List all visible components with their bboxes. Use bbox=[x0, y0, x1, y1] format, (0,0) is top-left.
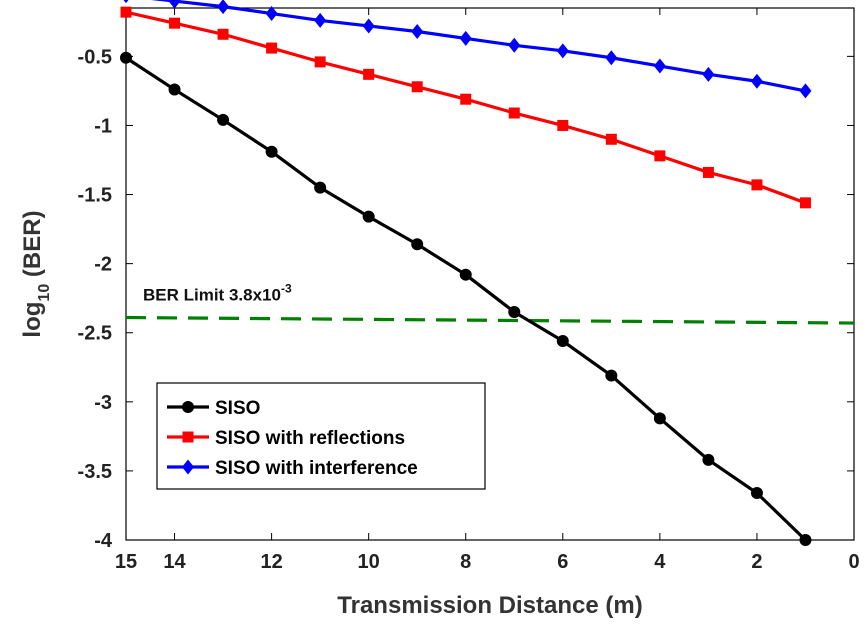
data-point bbox=[266, 42, 278, 54]
legend-box bbox=[156, 382, 486, 490]
data-point bbox=[508, 306, 521, 318]
x-tick-label: 2 bbox=[751, 551, 762, 573]
x-tick-label: 8 bbox=[460, 551, 471, 573]
data-point bbox=[265, 6, 278, 22]
legend-label: SISO with interference bbox=[215, 458, 418, 479]
x-axis-label: Transmission Distance (m) bbox=[337, 592, 642, 619]
y-tick-label: -4 bbox=[94, 530, 113, 552]
legend-item: SISO with interference bbox=[167, 458, 418, 479]
data-point bbox=[653, 412, 666, 425]
y-tick-label: -2.5 bbox=[78, 323, 112, 345]
data-point bbox=[605, 369, 618, 382]
x-tick-label: 10 bbox=[358, 551, 380, 573]
data-point bbox=[411, 23, 424, 39]
data-point bbox=[123, 0, 129, 4]
y-axis-label-rest: (BER) bbox=[19, 210, 46, 283]
x-tick-label: 12 bbox=[260, 551, 282, 573]
legend-label: SISO bbox=[215, 398, 260, 419]
x-tick-label: 6 bbox=[557, 551, 568, 573]
data-point bbox=[702, 66, 715, 82]
legend-item: SISO with reflections bbox=[167, 428, 405, 449]
data-point bbox=[702, 166, 714, 178]
legend-marker bbox=[182, 401, 194, 413]
series-1 bbox=[120, 6, 811, 209]
data-point bbox=[508, 37, 521, 53]
data-point bbox=[363, 68, 375, 80]
legend: SISO SISO with reflections SISO with inter… bbox=[156, 382, 486, 490]
data-point bbox=[217, 28, 229, 40]
data-point bbox=[314, 181, 327, 194]
data-point bbox=[265, 145, 278, 158]
data-point bbox=[459, 30, 472, 46]
x-tick-labels: 15 14 12 10 8 6 4 2 0 bbox=[115, 551, 860, 573]
data-point bbox=[557, 119, 569, 131]
data-point bbox=[799, 197, 811, 209]
data-point bbox=[799, 534, 812, 546]
legend-label: SISO with reflections bbox=[215, 428, 405, 449]
y-tick-label: -1 bbox=[94, 115, 112, 137]
legend-marker bbox=[182, 459, 194, 475]
x-tick-label: 0 bbox=[848, 551, 859, 573]
data-point bbox=[411, 238, 424, 251]
series-0 bbox=[120, 51, 812, 546]
legend-marker bbox=[182, 431, 194, 443]
data-point bbox=[605, 133, 617, 145]
y-tick-label: -1.5 bbox=[78, 185, 112, 207]
threshold-label-main: BER Limit 3.8x10 bbox=[143, 286, 281, 305]
data-point bbox=[169, 17, 181, 29]
x-tick-label: 4 bbox=[654, 551, 666, 573]
data-point bbox=[653, 58, 666, 74]
data-point bbox=[217, 113, 230, 126]
axis-ticks bbox=[125, 8, 855, 541]
data-point bbox=[654, 150, 666, 162]
data-point bbox=[411, 81, 423, 93]
data-point bbox=[314, 12, 327, 28]
y-tick-label: -0.5 bbox=[78, 46, 112, 68]
y-axis-label-subscript: 10 bbox=[36, 284, 53, 302]
data-point bbox=[460, 93, 472, 105]
x-tick-label: 14 bbox=[163, 551, 186, 573]
data-point bbox=[314, 56, 326, 68]
y-tick-labels: -4 -3.5 -3 -2.5 -2 -1.5 -1 -0.5 bbox=[78, 46, 113, 552]
data-point bbox=[217, 0, 230, 15]
data-point bbox=[508, 107, 520, 119]
x-tick-label: 15 bbox=[115, 551, 137, 573]
y-axis-label: log10 (BER) bbox=[19, 210, 53, 337]
data-point bbox=[556, 43, 569, 59]
ber-limit-threshold: BER Limit 3.8x10-3 bbox=[125, 282, 855, 325]
threshold-line bbox=[125, 315, 855, 325]
threshold-label: BER Limit 3.8x10-3 bbox=[143, 282, 292, 305]
data-point bbox=[120, 51, 132, 64]
legend-item: SISO bbox=[167, 398, 260, 419]
threshold-label-exponent: -3 bbox=[281, 282, 292, 296]
data-point bbox=[702, 453, 715, 466]
data-point bbox=[362, 18, 375, 34]
y-tick-label: -3 bbox=[94, 392, 112, 414]
data-point bbox=[605, 50, 618, 66]
y-axis-label-main: log bbox=[19, 302, 46, 338]
data-point bbox=[751, 179, 763, 191]
data-point bbox=[556, 335, 569, 348]
data-point bbox=[120, 6, 132, 18]
data-point bbox=[168, 0, 181, 9]
y-tick-label: -2 bbox=[94, 254, 112, 276]
data-point bbox=[362, 210, 375, 223]
data-point bbox=[750, 73, 763, 89]
y-tick-label: -3.5 bbox=[78, 461, 112, 483]
data-point bbox=[750, 487, 763, 500]
data-point bbox=[459, 268, 472, 281]
series-2 bbox=[123, 0, 812, 99]
data-point bbox=[799, 83, 812, 99]
data-point bbox=[168, 83, 181, 96]
series-lines bbox=[120, 0, 812, 546]
